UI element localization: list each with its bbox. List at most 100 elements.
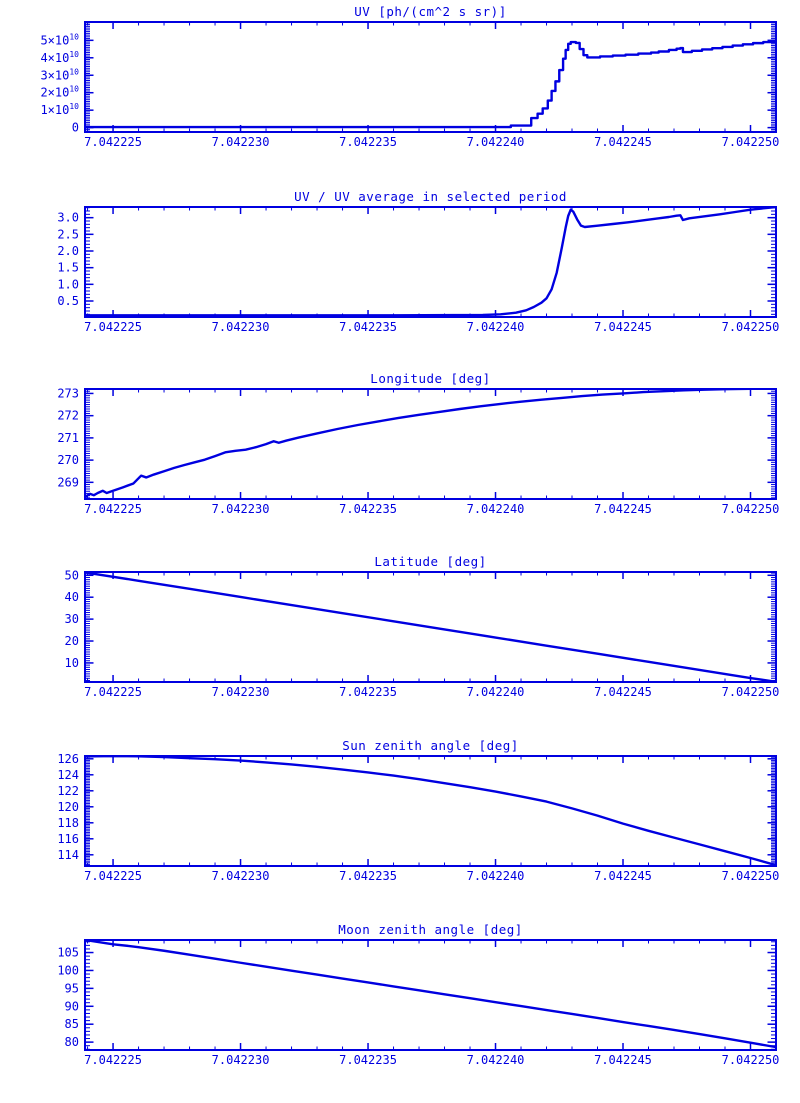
y-tick-label: 1×1010 [40,102,79,117]
moon-zenith-chart-section: Moon zenith angle [deg] 7.042225 7.042230… [0,918,800,1103]
x-tick-label: 7.042235 [339,135,397,149]
x-tick-label: 7.042245 [594,685,652,699]
data-series-line [84,571,777,683]
x-tick-label: 7.042235 [339,502,397,516]
x-tick-label: 7.042245 [594,869,652,883]
x-tick-label: 7.042240 [467,1053,525,1067]
x-tick-label: 7.042250 [722,135,780,149]
data-series-line [84,206,777,317]
data-series-line [84,40,777,129]
x-tick-label: 7.042225 [84,135,142,149]
x-tick-label: 7.042230 [212,135,270,149]
y-tick-label: 40 [65,590,79,604]
axis-ticks [85,388,777,499]
y-tick-label: 126 [57,752,79,766]
x-tick-label: 7.042240 [467,685,525,699]
y-tick-label: 100 [57,963,79,977]
chart-title: Longitude [deg] [370,371,490,386]
plot-frame [84,571,777,683]
plot-frame [84,21,777,133]
y-tick-label: 124 [57,768,79,782]
sun-zenith-chart: Sun zenith angle [deg] 7.042225 7.042230 7… [57,738,779,883]
data-series-line [84,755,777,867]
uv-chart: UV [ph/(cm^2 s sr)] 7.042225 7.042230 7.04… [40,4,780,149]
plot-area: 7.042225 7.042230 7.042235 7.042240 7.042245… [57,206,779,334]
x-tick-label: 7.042245 [594,502,652,516]
chart-title: UV [ph/(cm^2 s sr)] [354,4,507,19]
y-tick-label: 272 [57,409,79,423]
x-tick-label: 7.042245 [594,135,652,149]
x-tick-label: 7.042225 [84,502,142,516]
uv-ratio-chart: UV / UV average in selected period 7.042… [57,189,779,334]
y-tick-label: 80 [65,1035,79,1049]
x-tick-label: 7.042240 [467,869,525,883]
chart-title: UV / UV average in selected period [294,189,567,204]
x-tick-label: 7.042230 [212,502,270,516]
x-tick-label: 7.042230 [212,869,270,883]
chart-title: Moon zenith angle [deg] [338,922,523,937]
y-tick-label: 2.5 [57,227,79,241]
y-tick-label: 2.0 [57,244,79,258]
y-tick-label: 114 [57,848,79,862]
uv-ratio-chart-section: UV / UV average in selected period 7.042… [0,185,800,370]
x-tick-label: 7.042240 [467,502,525,516]
axis-tick-labels: 7.042225 7.042230 7.042235 7.042240 7.042245… [57,752,779,883]
x-tick-label: 7.042245 [594,320,652,334]
x-tick-label: 7.042225 [84,685,142,699]
uv-chart-section: UV [ph/(cm^2 s sr)] 7.042225 7.042230 7.04… [0,0,800,185]
chart-title: Sun zenith angle [deg] [342,738,519,753]
y-tick-label: 50 [65,568,79,582]
plot-area: 7.042225 7.042230 7.042235 7.042240 7.042245… [40,21,780,149]
x-tick-label: 7.042250 [722,320,780,334]
x-tick-label: 7.042245 [594,1053,652,1067]
plot-area: 7.042225 7.042230 7.042235 7.042240 7.042245… [65,568,780,699]
x-tick-label: 7.042230 [212,1053,270,1067]
data-series-line [84,939,777,1049]
plot-area: 7.042225 7.042230 7.042235 7.042240 7.042245… [57,386,779,516]
y-tick-label: 5×1010 [40,32,79,47]
y-tick-label: 2×1010 [40,85,79,100]
latitude-chart-section: Latitude [deg] 7.042225 7.042230 7.042235 7… [0,550,800,735]
x-tick-label: 7.042250 [722,869,780,883]
axis-ticks [85,756,777,867]
y-tick-label: 0.5 [57,294,79,308]
sun-zenith-chart-section: Sun zenith angle [deg] 7.042225 7.042230 7… [0,734,800,919]
x-tick-label: 7.042235 [339,320,397,334]
y-tick-label: 95 [65,981,79,995]
latitude-chart: Latitude [deg] 7.042225 7.042230 7.042235 7… [65,554,780,699]
y-tick-label: 269 [57,475,79,489]
y-tick-label: 20 [65,634,79,648]
longitude-chart: Longitude [deg] 7.042225 7.042230 7.042235… [57,371,779,516]
y-tick-label: 4×1010 [40,50,79,65]
x-tick-label: 7.042240 [467,135,525,149]
plot-frame [84,755,777,867]
y-tick-label: 273 [57,386,79,400]
x-tick-label: 7.042230 [212,320,270,334]
axis-tick-labels: 7.042225 7.042230 7.042235 7.042240 7.042245… [57,386,779,516]
y-tick-label: 3×1010 [40,67,79,82]
y-tick-label: 30 [65,612,79,626]
y-tick-label: 3.0 [57,211,79,225]
y-tick-label: 10 [65,656,79,670]
x-tick-label: 7.042235 [339,869,397,883]
x-tick-label: 7.042240 [467,320,525,334]
data-series-line [84,388,777,498]
plot-frame [84,939,777,1051]
y-tick-label: 270 [57,453,79,467]
axis-ticks [85,22,777,132]
x-tick-label: 7.042225 [84,1053,142,1067]
x-tick-label: 7.042225 [84,320,142,334]
y-tick-label: 120 [57,800,79,814]
x-tick-label: 7.042225 [84,869,142,883]
y-tick-label: 271 [57,431,79,445]
plot-frame [84,388,777,500]
axis-tick-labels: 7.042225 7.042230 7.042235 7.042240 7.042245… [57,946,779,1067]
plot-area: 7.042225 7.042230 7.042235 7.042240 7.042245… [57,939,779,1067]
axis-tick-labels: 7.042225 7.042230 7.042235 7.042240 7.042245… [57,211,779,334]
x-tick-label: 7.042250 [722,1053,780,1067]
moon-zenith-chart: Moon zenith angle [deg] 7.042225 7.042230… [57,922,779,1067]
y-tick-label: 1.0 [57,277,79,291]
y-tick-label: 122 [57,784,79,798]
plot-frame [84,206,777,318]
